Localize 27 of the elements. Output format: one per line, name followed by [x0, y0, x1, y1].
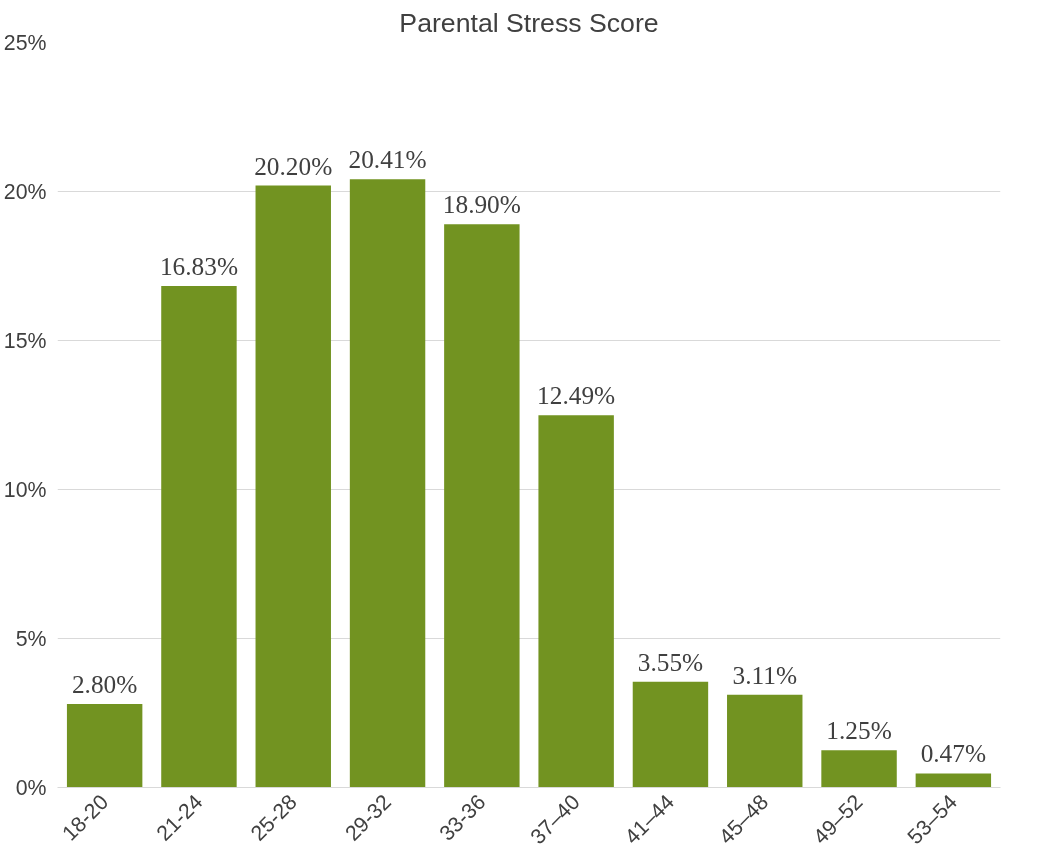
bar [538, 415, 614, 788]
bar [915, 773, 992, 788]
bar [66, 704, 143, 788]
bar [444, 224, 520, 788]
data-label: 1.25% [826, 716, 892, 745]
data-label: 3.55% [637, 647, 704, 676]
y-tick-label: 20% [3, 179, 47, 204]
bar [632, 681, 709, 788]
data-label: 18.90% [442, 190, 521, 219]
chart-title: Parental Stress Score [399, 7, 659, 38]
y-tick-label: 10% [3, 477, 47, 502]
y-tick-label: 15% [3, 328, 47, 353]
data-label: 20.20% [254, 151, 333, 180]
bar [727, 694, 803, 788]
data-label: 12.49% [537, 381, 616, 410]
bar [255, 185, 331, 788]
data-label: 16.83% [159, 251, 238, 280]
y-tick-label: 0% [15, 775, 47, 800]
bar [821, 750, 897, 788]
data-label: 3.11% [732, 660, 797, 689]
data-label: 2.80% [71, 670, 138, 699]
y-tick-label: 5% [15, 626, 47, 651]
y-tick-label: 25% [3, 30, 47, 55]
bar [349, 179, 426, 788]
bar [161, 285, 237, 788]
data-label: 0.47% [920, 739, 987, 768]
data-label: 20.41% [348, 145, 427, 174]
